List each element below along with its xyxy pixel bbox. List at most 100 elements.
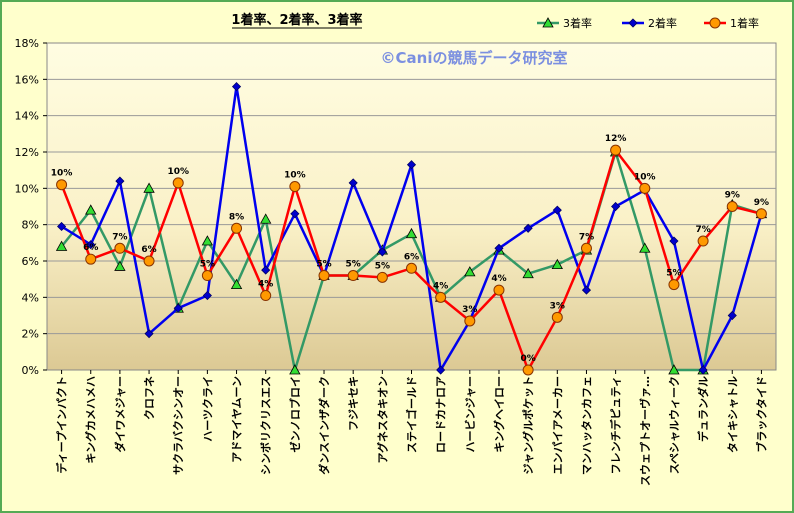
x-tick-label: ディープインパクト xyxy=(55,376,69,474)
data-point xyxy=(260,290,272,302)
data-point xyxy=(172,177,184,189)
gridlines xyxy=(47,78,776,335)
x-tick-label: ハービンジャー xyxy=(463,376,477,452)
data-label: 7% xyxy=(112,232,127,242)
data-point xyxy=(523,223,533,233)
x-tick-label: クロフネ xyxy=(143,376,156,420)
data-point xyxy=(231,82,242,92)
x-tick-label: アグネスタキオン xyxy=(375,376,389,463)
x-tick-label: タイキシャトル xyxy=(726,376,739,453)
y-tick-label: 10% xyxy=(15,182,39,195)
legend-marker xyxy=(709,17,721,29)
data-point xyxy=(669,236,679,246)
y-tick-label: 0% xyxy=(22,364,39,377)
data-point xyxy=(698,365,708,375)
data-label: 8% xyxy=(229,212,244,222)
data-point xyxy=(755,208,767,220)
y-axis: 0% 2% 4% 6% 8% 10% 12% 14% 16% 18% xyxy=(15,37,47,377)
data-point xyxy=(464,315,476,327)
data-labels: 10% 6% 7% 6% 10% 5% 8% 4% 10% 5% 5% 5% 6% 4% 3% 4% 0% 3% 7… xyxy=(51,134,769,364)
data-point xyxy=(260,213,272,224)
data-point xyxy=(581,285,592,295)
data-point xyxy=(143,182,155,193)
data-point xyxy=(726,201,738,212)
data-label: 7% xyxy=(579,232,594,242)
x-tick-label: ダンスインザダーク xyxy=(317,376,331,475)
data-point xyxy=(202,290,212,301)
data-label: 4% xyxy=(491,274,506,284)
data-point xyxy=(85,204,97,215)
chart-title: 1着率、2着率、3着率 xyxy=(231,12,362,28)
legend-marker xyxy=(628,18,638,28)
x-tick-label: シンボリクリスエス xyxy=(259,376,273,475)
plot-area xyxy=(46,42,777,371)
x-tick-label: キングカメハメハ xyxy=(84,376,98,464)
data-point xyxy=(289,181,301,193)
data-point xyxy=(86,240,96,250)
data-point xyxy=(668,279,680,291)
data-point xyxy=(377,247,387,257)
data-point xyxy=(318,270,330,282)
data-label: 6% xyxy=(404,252,419,262)
data-point xyxy=(406,262,417,274)
data-point xyxy=(231,222,243,234)
data-label: 10% xyxy=(51,169,73,179)
y-tick-label: 2% xyxy=(22,328,39,341)
data-label: 9% xyxy=(754,198,769,208)
data-point xyxy=(668,364,680,375)
x-tick-label: マンハッタンカフェ xyxy=(580,376,593,475)
data-point xyxy=(639,182,651,194)
data-point xyxy=(494,243,504,253)
data-label: 5% xyxy=(375,261,390,271)
x-tick-label: アドマイヤムーン xyxy=(231,376,244,463)
x-tick-label: ロードカナロア xyxy=(435,376,448,453)
series-circle xyxy=(56,144,767,376)
data-label: 4% xyxy=(433,281,448,291)
x-tick-label: フレンチデピュティ xyxy=(609,376,623,474)
y-tick-label: 6% xyxy=(22,255,39,268)
data-label: 5% xyxy=(200,260,215,270)
series-group xyxy=(55,82,768,376)
data-point xyxy=(522,364,534,376)
data-point xyxy=(639,242,651,253)
data-point xyxy=(230,278,243,290)
legend-label: 2着率 xyxy=(648,16,677,30)
data-point xyxy=(55,240,68,251)
data-point xyxy=(697,235,709,247)
data-point xyxy=(115,176,125,186)
data-label: 6% xyxy=(83,243,98,253)
data-point xyxy=(551,311,563,323)
data-point xyxy=(144,329,154,339)
data-point xyxy=(610,144,622,156)
data-point xyxy=(405,227,418,239)
data-point xyxy=(289,364,301,375)
data-point xyxy=(173,303,183,313)
data-point xyxy=(114,242,126,254)
data-label: 10% xyxy=(167,167,189,177)
x-axis: ディープインパクト キングカメハメハ ダイワメジャー クロフネ サクラバクシンオー ハーツ… xyxy=(55,370,768,486)
x-tick-label: フジキセキ xyxy=(347,376,360,431)
x-tick-label: ステイゴールド xyxy=(405,376,419,453)
data-label: 6% xyxy=(141,245,156,255)
data-label: 10% xyxy=(284,171,306,181)
data-point xyxy=(464,266,476,277)
data-point xyxy=(551,258,563,270)
data-label: 10% xyxy=(634,172,656,182)
x-tick-label: スウェプトオーヴァ… xyxy=(638,376,652,486)
data-point xyxy=(552,205,562,215)
data-label: 0% xyxy=(520,354,535,364)
x-tick-label: ブラックタイド xyxy=(754,376,768,453)
x-tick-label: キングヘイロー xyxy=(492,376,506,453)
data-label: 12% xyxy=(605,134,627,144)
data-point xyxy=(436,365,446,375)
legend-marker xyxy=(542,17,554,28)
y-tick-label: 8% xyxy=(22,219,39,232)
legend-label: 1着率 xyxy=(730,16,759,30)
data-point xyxy=(611,201,621,212)
data-point xyxy=(522,267,534,279)
x-tick-label: サクラバクシンオー xyxy=(172,376,185,475)
data-point xyxy=(376,271,388,283)
x-tick-label: ダイワメジャー xyxy=(113,376,127,452)
legend-label: 3着率 xyxy=(563,16,592,30)
